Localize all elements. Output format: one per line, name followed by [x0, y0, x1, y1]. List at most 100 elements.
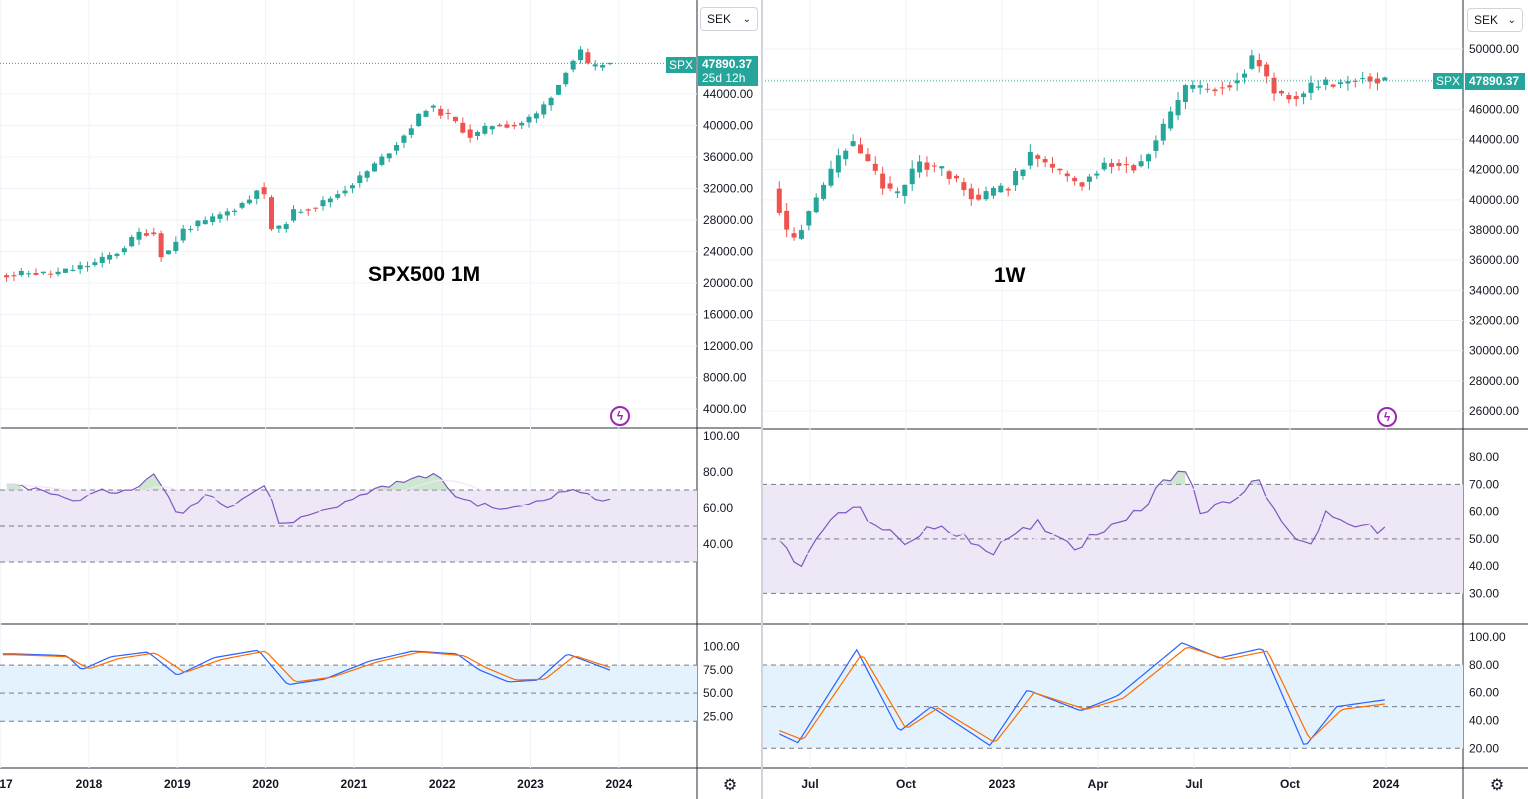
- candle-body: [843, 150, 849, 160]
- stoch-d-line: [779, 646, 1385, 743]
- candle-body: [114, 253, 120, 256]
- candle-body: [232, 210, 238, 213]
- candle-body: [600, 65, 606, 68]
- candle-body: [246, 199, 252, 204]
- symbol-tag-monthly: SPX: [666, 57, 696, 73]
- candle-body: [1190, 84, 1196, 89]
- price-tick-label: 28000.00: [1469, 374, 1519, 388]
- candle-body: [835, 155, 841, 173]
- candle-body: [939, 166, 945, 169]
- candle-body: [1153, 140, 1159, 151]
- currency-label: SEK: [1474, 13, 1499, 27]
- candle-body: [821, 184, 827, 199]
- candle-body: [497, 124, 503, 127]
- candle-body: [1242, 73, 1248, 78]
- candle-body: [858, 144, 864, 154]
- candle-body: [33, 272, 39, 275]
- candle-body: [865, 154, 871, 162]
- last-price-label-weekly: 47890.37: [1465, 73, 1525, 90]
- candle-body: [1271, 77, 1277, 94]
- candle-body: [1197, 85, 1203, 88]
- time-axis-label: 2023: [517, 777, 544, 791]
- candle-body: [239, 202, 245, 208]
- candle-body: [180, 228, 186, 241]
- candle-body: [798, 230, 804, 239]
- candle-body: [165, 250, 171, 255]
- candle-body: [1301, 93, 1307, 98]
- time-axis-label: Oct: [896, 777, 916, 791]
- candle-body: [85, 265, 91, 268]
- candle-body: [998, 185, 1004, 193]
- candle-body: [1205, 88, 1211, 90]
- candle-body: [1109, 163, 1115, 167]
- candle-body: [416, 113, 422, 127]
- price-tick-label: 8000.00: [703, 371, 747, 385]
- rsi-tick-label: 80.00: [1469, 450, 1499, 464]
- price-tick-label: 40000.00: [1469, 193, 1519, 207]
- price-tick-label: 36000.00: [703, 150, 753, 164]
- rsi-tick-label: 40.00: [703, 537, 733, 551]
- candle-body: [909, 168, 915, 185]
- candle-body: [430, 105, 436, 108]
- stoch-tick-label: 20.00: [1469, 741, 1499, 755]
- time-axis-label: Jul: [1185, 777, 1202, 791]
- rsi-moving-average: [778, 488, 1385, 555]
- price-tick-label: 44000.00: [703, 87, 753, 101]
- candle-body: [1013, 170, 1019, 186]
- candle-body: [990, 187, 996, 196]
- candle-body: [931, 165, 937, 167]
- rsi-tick-label: 60.00: [703, 501, 733, 515]
- candle-body: [121, 248, 127, 253]
- stoch-tick-label: 100.00: [703, 639, 740, 653]
- candle-body: [791, 233, 797, 238]
- candle-body: [541, 104, 547, 115]
- rsi-tick-label: 30.00: [1469, 586, 1499, 600]
- rsi-line: [6, 472, 611, 524]
- candle-body: [349, 185, 355, 189]
- stoch-d-line: [2, 650, 611, 683]
- rsi-overbought-fill: [1163, 471, 1186, 485]
- last-price-value: 47890.37: [702, 57, 753, 71]
- candle-body: [813, 197, 819, 213]
- candle-body: [1249, 55, 1255, 69]
- last-price-value: 47890.37: [1469, 74, 1520, 88]
- candle-body: [195, 220, 201, 227]
- candle-body: [1219, 87, 1225, 89]
- candle-body: [438, 108, 444, 116]
- candle-body: [924, 162, 930, 170]
- candle-body: [48, 273, 54, 275]
- candle-body: [4, 275, 10, 278]
- candle-body: [1035, 155, 1041, 159]
- candle-body: [1064, 173, 1070, 177]
- rsi-moving-average: [6, 479, 610, 517]
- candle-body: [224, 211, 230, 216]
- time-axis-label: 2024: [1373, 777, 1400, 791]
- currency-label: SEK: [707, 12, 732, 26]
- lightning-icon[interactable]: ϟ: [610, 406, 630, 426]
- settings-gear-icon[interactable]: ⚙: [722, 777, 738, 794]
- candle-body: [151, 232, 157, 235]
- candle-body: [276, 225, 282, 229]
- stoch-k-line: [779, 642, 1385, 747]
- candle-body: [1382, 77, 1388, 81]
- price-tick-label: 46000.00: [1469, 102, 1519, 116]
- price-tick-label: 50000.00: [1469, 42, 1519, 56]
- candle-body: [1345, 81, 1351, 84]
- candle-body: [1175, 100, 1181, 116]
- candle-body: [342, 190, 348, 194]
- lightning-icon[interactable]: ϟ: [1377, 407, 1397, 427]
- price-tick-label: 38000.00: [1469, 223, 1519, 237]
- candle-body: [1116, 163, 1122, 166]
- candle-body: [533, 113, 539, 119]
- candle-body: [26, 273, 32, 275]
- currency-selector-monthly[interactable]: SEK ⌄: [700, 7, 758, 31]
- candle-body: [313, 207, 319, 209]
- candle-body: [173, 241, 179, 251]
- candle-body: [917, 161, 923, 173]
- settings-gear-icon[interactable]: ⚙: [1489, 777, 1505, 794]
- candle-body: [298, 211, 304, 213]
- currency-selector-weekly[interactable]: SEK ⌄: [1467, 8, 1523, 32]
- time-axis-label: Oct: [1280, 777, 1300, 791]
- candle-body: [1020, 169, 1026, 176]
